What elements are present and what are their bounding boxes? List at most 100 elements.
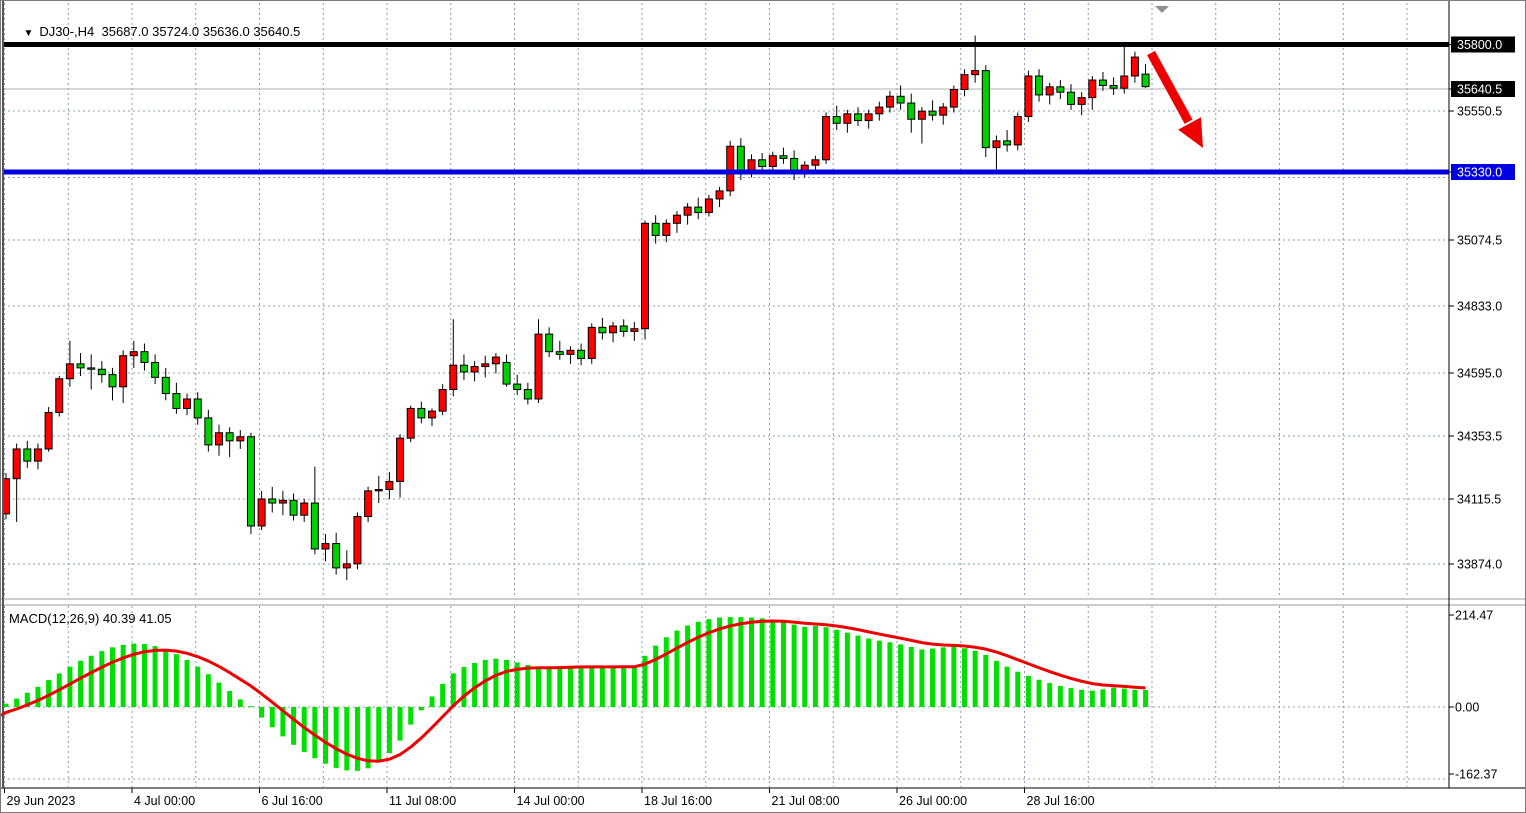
- macd-histogram-bar: [802, 626, 808, 707]
- macd-histogram-bar: [557, 667, 563, 707]
- down-arrow-head[interactable]: [1178, 117, 1203, 148]
- candle-body: [129, 351, 138, 357]
- macd-histogram-bar: [152, 646, 158, 707]
- candle-body: [385, 480, 394, 491]
- candle-body: [321, 543, 330, 550]
- macd-histogram-bar: [706, 619, 712, 707]
- macd-histogram-bar: [930, 648, 936, 707]
- time-axis-label: 28 Jul 16:00: [1027, 794, 1095, 808]
- candle-body: [459, 364, 468, 373]
- macd-histogram-bar: [78, 660, 84, 707]
- candle-body: [1098, 79, 1107, 86]
- candle-body: [598, 326, 607, 334]
- macd-histogram-bar: [866, 638, 872, 707]
- macd-histogram-bar: [312, 707, 318, 759]
- macd-histogram-bar: [674, 630, 680, 707]
- macd-histogram-bar: [461, 667, 467, 707]
- macd-histogram-bar: [205, 674, 211, 707]
- macd-histogram-bar: [269, 707, 275, 728]
- candle-body: [396, 437, 405, 482]
- candle-body: [246, 436, 255, 527]
- macd-histogram-bar: [919, 649, 925, 707]
- macd-histogram-bar: [908, 646, 914, 707]
- macd-histogram-bar: [408, 707, 414, 725]
- macd-histogram-bar: [536, 666, 541, 707]
- macd-histogram-bar: [227, 691, 233, 707]
- candle-body: [1109, 84, 1118, 89]
- macd-histogram-bar: [1111, 687, 1117, 707]
- macd-histogram-bar: [131, 643, 137, 707]
- candle-body: [215, 432, 223, 446]
- down-arrow-shaft[interactable]: [1147, 50, 1193, 124]
- macd-histogram-bar: [376, 707, 382, 763]
- macd-axis-label: -162.37: [1455, 768, 1497, 782]
- candle-body: [278, 499, 287, 504]
- candle-body: [55, 378, 64, 413]
- candle-body: [577, 349, 586, 359]
- candle-body: [843, 113, 852, 124]
- macd-histogram-bar: [163, 649, 169, 707]
- candle-body: [428, 410, 436, 419]
- price-label-background: [1451, 81, 1515, 97]
- candle-body: [981, 70, 990, 149]
- candle-body: [1035, 75, 1044, 96]
- candle-body: [715, 190, 724, 200]
- candle-body: [108, 374, 117, 388]
- chart-shift-marker-icon[interactable]: [1155, 6, 1169, 13]
- macd-histogram-bar: [344, 707, 350, 771]
- candle-body: [758, 159, 767, 168]
- macd-signal-line: [1, 619, 1146, 763]
- candle-body: [555, 351, 564, 355]
- macd-axis-label: 0.00: [1455, 701, 1479, 715]
- time-axis-label: 21 Jul 08:00: [772, 794, 840, 808]
- macd-histogram-bar: [397, 707, 403, 741]
- candle-body: [193, 398, 202, 419]
- price-axis-label: 35640.5: [1457, 83, 1502, 97]
- candle-body: [864, 113, 873, 122]
- candle-body: [119, 355, 128, 388]
- candle-body: [885, 95, 894, 108]
- macd-histogram-bar: [940, 647, 946, 707]
- macd-histogram-bar: [1047, 683, 1053, 707]
- macd-histogram-bar: [1015, 671, 1021, 707]
- candle-body: [854, 113, 862, 122]
- candle-body: [470, 366, 479, 373]
- candle-body: [896, 95, 905, 104]
- time-axis-label: 29 Jun 2023: [7, 794, 76, 808]
- macd-histogram-bar: [1068, 688, 1074, 707]
- candle-body: [23, 448, 32, 462]
- candle-body: [97, 368, 106, 376]
- macd-histogram-bar: [663, 637, 669, 707]
- collapse-triangle-icon[interactable]: ▼: [23, 28, 34, 39]
- candle-body: [1056, 86, 1065, 93]
- candle-body: [651, 222, 660, 236]
- macd-histogram-bar: [993, 660, 999, 707]
- macd-histogram-bar: [333, 707, 339, 768]
- symbol-header: ▼ DJ30-,H4 35687.0 35724.0 35636.0 35640.…: [9, 9, 300, 54]
- macd-histogram-bar: [653, 645, 659, 707]
- candle-body: [1013, 116, 1022, 146]
- macd-histogram-bar: [46, 680, 52, 707]
- macd-histogram-bar: [386, 707, 392, 754]
- candle-body: [502, 361, 511, 385]
- macd-histogram-bar: [504, 659, 510, 707]
- macd-histogram-bar: [1089, 690, 1095, 707]
- macd-histogram-bar: [695, 621, 701, 707]
- macd-histogram-bar: [567, 666, 573, 707]
- candle-body: [566, 349, 575, 355]
- time-axis-label: 14 Jul 00:00: [517, 794, 585, 808]
- candle-body: [44, 411, 53, 450]
- price-axis-label: 35330.0: [1457, 166, 1502, 180]
- price-axis-label: 33874.0: [1457, 558, 1502, 572]
- candle-body: [1067, 91, 1075, 105]
- macd-histogram-bar: [791, 624, 797, 707]
- ohlc-readout: 35687.0 35724.0 35636.0 35640.5: [101, 24, 301, 39]
- price-label-background: [1451, 164, 1515, 180]
- candle-body: [236, 436, 245, 442]
- macd-histogram-bar: [88, 655, 94, 707]
- macd-histogram-bar: [120, 644, 126, 707]
- macd-histogram-bar: [110, 647, 115, 707]
- candle-body: [332, 543, 341, 569]
